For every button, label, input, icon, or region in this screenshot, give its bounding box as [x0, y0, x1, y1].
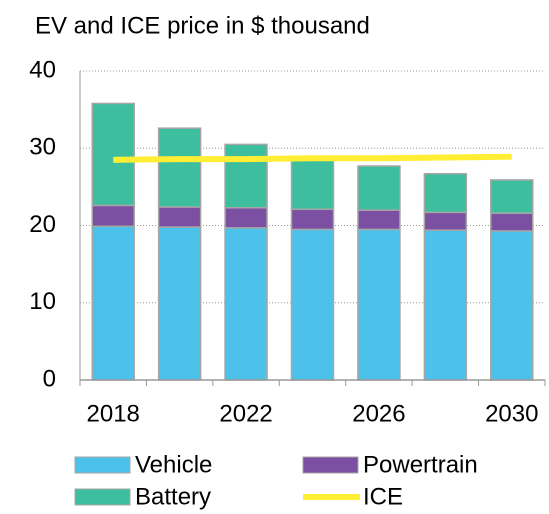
bar-segment: [224, 143, 268, 209]
bar-segment: [490, 179, 534, 214]
bar-segment: [91, 225, 135, 381]
x-tick-label: 2018: [87, 400, 140, 427]
bar-segment: [224, 227, 268, 381]
bar-segment: [357, 228, 401, 381]
bar-segment: [290, 228, 335, 381]
bar-segment: [224, 206, 268, 229]
x-tick-label: 2030: [485, 400, 538, 427]
legend-label: Powertrain: [363, 451, 478, 478]
legend-swatch: [74, 488, 131, 506]
bar-segment: [91, 204, 135, 228]
y-tick-label: 20: [29, 211, 56, 238]
legend-swatch: [302, 456, 359, 474]
y-tick-label: 40: [29, 56, 56, 83]
bar-segment: [490, 212, 534, 232]
bar-segment: [423, 211, 468, 231]
y-tick-label: 10: [29, 288, 56, 315]
chart-title: EV and ICE price in $ thousand: [35, 12, 370, 39]
bar-segment: [157, 206, 202, 228]
bar-segment: [423, 229, 468, 381]
legend-label: ICE: [363, 483, 403, 510]
bar-segment: [91, 102, 135, 207]
y-tick-label: 30: [29, 134, 56, 161]
bar-segment: [357, 209, 401, 231]
legend-label: Vehicle: [135, 451, 212, 478]
x-tick-label: 2022: [219, 400, 272, 427]
bar-segment: [290, 208, 335, 231]
bar-segment: [423, 172, 468, 214]
legend-swatch: [74, 456, 131, 474]
bar-segment: [157, 127, 202, 208]
bar-segment: [290, 155, 335, 211]
line-series: [113, 153, 512, 163]
bar-segment: [157, 226, 202, 381]
x-tick-label: 2026: [352, 400, 405, 427]
bar-segment: [357, 165, 401, 211]
bar-segment: [490, 230, 534, 381]
y-tick-label: 0: [43, 365, 56, 392]
legend-label: Battery: [135, 483, 211, 510]
